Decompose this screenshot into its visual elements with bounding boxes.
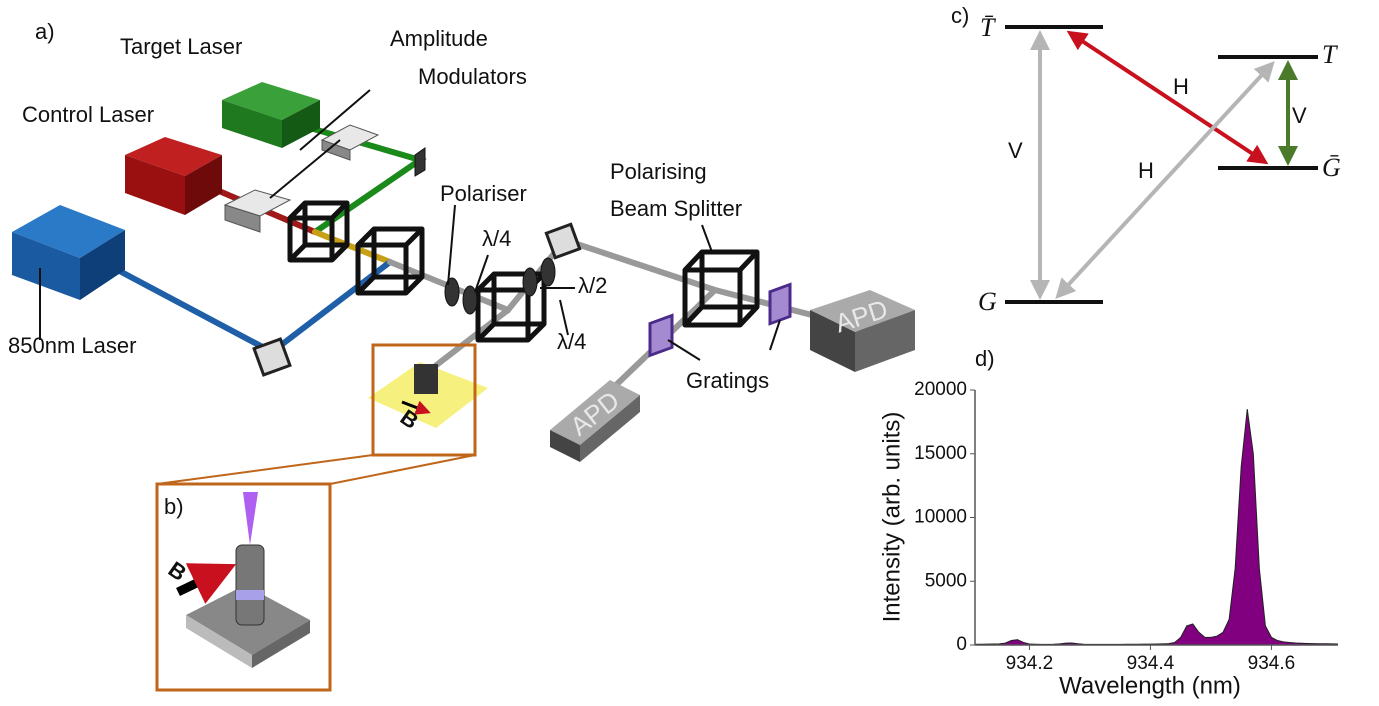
y-tick-label: 10000 <box>914 507 967 528</box>
label: Beam Splitter <box>610 196 742 221</box>
level-label: T <box>1322 40 1338 69</box>
optical-setup: APD APD B a) Target Laser Amplitude Modu… <box>8 19 915 484</box>
transition-label: V <box>1008 138 1023 163</box>
transition-label: V <box>1292 103 1307 128</box>
energy-levels: c) T̄ T Ḡ G V H H V <box>951 3 1341 316</box>
label: Gratings <box>686 368 769 393</box>
sample-stage: B <box>368 362 488 434</box>
x-tick-label: 934.4 <box>1127 653 1175 674</box>
transition-label: H <box>1173 74 1189 99</box>
laser-850 <box>12 205 125 300</box>
panel-label: c) <box>951 3 969 28</box>
level-label: G <box>978 287 997 316</box>
spectrum-line <box>975 409 1338 644</box>
panel-label: d) <box>975 346 995 371</box>
label: 850nm Laser <box>8 333 136 358</box>
blue-beam <box>95 258 390 352</box>
panel-label: a) <box>35 19 55 44</box>
label: Polariser <box>440 181 527 206</box>
panel-label: b) <box>164 494 184 519</box>
inset-b: B b) <box>157 484 330 690</box>
label: Target Laser <box>120 34 242 59</box>
label: λ/4 <box>557 329 586 354</box>
label: Amplitude <box>390 26 488 51</box>
label: λ/4 <box>482 226 511 251</box>
main-beam <box>390 240 870 330</box>
figure: APD APD B a) Target Laser Amplitude Modu… <box>0 0 1379 706</box>
x-tick-label: 934.2 <box>1006 653 1054 674</box>
level-label: T̄ <box>980 13 996 42</box>
area-fill <box>975 409 1338 645</box>
control-laser <box>125 137 222 215</box>
zoom-lines <box>157 455 475 484</box>
transition-label: H <box>1138 158 1154 183</box>
spectrum-chart: d) Wavelength (nm) Intensity (arb. units… <box>878 346 1338 700</box>
target-laser <box>222 82 320 148</box>
y-tick-label: 5000 <box>925 570 967 591</box>
x-tick-label: 934.6 <box>1248 653 1296 674</box>
gratings <box>650 284 790 355</box>
x-axis-title: Wavelength (nm) <box>1059 672 1241 699</box>
y-tick-label: 15000 <box>914 443 967 464</box>
label: Polarising <box>610 159 707 184</box>
y-tick-label: 0 <box>956 634 967 655</box>
label: Modulators <box>418 64 527 89</box>
y-tick-label: 20000 <box>914 379 967 400</box>
label: Control Laser <box>22 102 154 127</box>
beam-cubes <box>290 203 757 340</box>
label: λ/2 <box>578 273 607 298</box>
y-axis-title: Intensity (arb. units) <box>878 412 905 623</box>
level-label: Ḡ <box>1322 153 1341 182</box>
